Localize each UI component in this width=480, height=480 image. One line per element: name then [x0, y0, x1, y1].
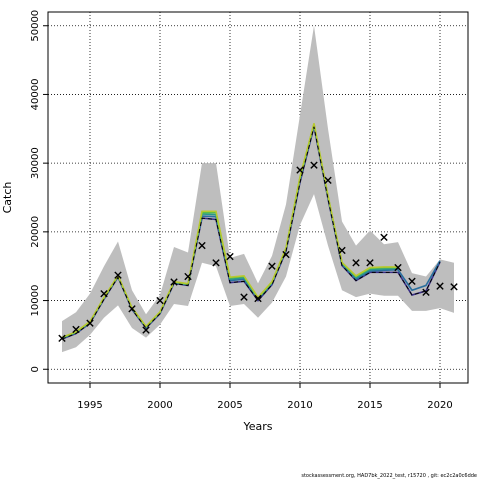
gridlines	[48, 12, 468, 383]
plot-frame	[47, 11, 469, 384]
x-axis: 1995 2000 2005 2010 2015 2020	[77, 383, 453, 411]
observed-point	[324, 176, 332, 185]
confidence-band	[62, 25, 454, 353]
y-tick-label: 0	[30, 366, 41, 372]
y-tick-label: 50000	[30, 10, 41, 42]
observed-point	[268, 262, 276, 270]
observed-point	[296, 166, 304, 174]
y-tick-label: 40000	[30, 79, 41, 111]
observed-point	[254, 294, 262, 303]
x-axis-label: Years	[242, 420, 272, 433]
x-tick-label: 2005	[217, 400, 242, 411]
observed-point	[226, 252, 234, 261]
observed-point	[380, 233, 388, 242]
observed-point	[212, 259, 220, 267]
observed-point	[114, 271, 122, 279]
observed-point	[422, 288, 430, 297]
observed-points-layer	[58, 161, 458, 343]
observed-point	[436, 282, 444, 290]
y-axis-label: Catch	[1, 182, 14, 214]
observed-point	[128, 305, 136, 313]
observed-point	[408, 277, 416, 286]
observed-point	[394, 263, 402, 272]
observed-point	[72, 325, 80, 334]
observed-point	[282, 250, 290, 259]
observed-point	[310, 161, 318, 169]
y-tick-label: 30000	[30, 147, 41, 179]
x-tick-label: 2010	[287, 400, 312, 411]
observed-point	[142, 326, 150, 334]
observed-point	[352, 259, 360, 267]
confidence-band-layer	[62, 25, 454, 353]
observed-point	[58, 334, 66, 343]
observed-point	[184, 272, 192, 281]
observed-point	[338, 246, 346, 255]
observed-point	[366, 259, 374, 267]
x-tick-label: 2015	[357, 400, 382, 411]
observed-point	[100, 289, 108, 298]
x-tick-label: 2020	[427, 400, 452, 411]
y-tick-label: 10000	[30, 285, 41, 317]
y-tick-label: 20000	[30, 216, 41, 248]
observed-point	[156, 296, 164, 305]
x-tick-label: 1995	[77, 400, 102, 411]
observed-point	[86, 319, 94, 327]
y-axis: 0 10000 20000 30000 40000 50000	[30, 10, 48, 372]
footer-note: stockassessment.org, HAD7bk_2022_test, r…	[301, 473, 477, 479]
observed-point	[450, 283, 458, 291]
estimate-line-dashed	[61, 126, 441, 340]
observed-point	[198, 241, 206, 250]
x-tick-label: 2000	[147, 400, 172, 411]
observed-point	[170, 278, 178, 286]
observed-point	[240, 293, 248, 301]
